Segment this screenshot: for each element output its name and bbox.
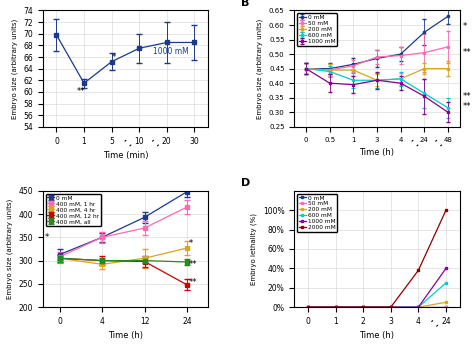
2000 mM <box>305 305 311 309</box>
2000 mM <box>443 208 449 212</box>
1000 mM <box>416 305 421 309</box>
0 mM <box>443 305 449 309</box>
0 mM <box>388 305 393 309</box>
Text: 1000 mM: 1000 mM <box>153 47 189 56</box>
600 mM <box>388 305 393 309</box>
50 mM <box>443 305 449 309</box>
600 mM <box>305 305 311 309</box>
50 mM <box>360 305 366 309</box>
200 mM <box>333 305 338 309</box>
Text: *: * <box>112 53 116 62</box>
Line: 0 mM: 0 mM <box>307 306 447 309</box>
1000 mM <box>388 305 393 309</box>
0 mM <box>333 305 338 309</box>
200 mM <box>388 305 393 309</box>
50 mM <box>388 305 393 309</box>
Y-axis label: Embryo size (arbitrary units): Embryo size (arbitrary units) <box>6 199 13 299</box>
50 mM <box>416 305 421 309</box>
2000 mM <box>333 305 338 309</box>
2000 mM <box>388 305 393 309</box>
200 mM <box>360 305 366 309</box>
Line: 200 mM: 200 mM <box>307 301 447 309</box>
50 mM <box>333 305 338 309</box>
X-axis label: Time (h): Time (h) <box>359 148 394 157</box>
Text: *: * <box>189 239 193 248</box>
1000 mM <box>333 305 338 309</box>
X-axis label: Time (min): Time (min) <box>103 151 148 160</box>
Legend: 0 mM, 50 mM, 200 mM, 600 mM, 1000 mM, 2000 mM: 0 mM, 50 mM, 200 mM, 600 mM, 1000 mM, 20… <box>297 194 337 232</box>
Line: 600 mM: 600 mM <box>307 282 447 309</box>
X-axis label: Time (h): Time (h) <box>359 332 394 340</box>
1000 mM <box>305 305 311 309</box>
600 mM <box>416 305 421 309</box>
0 mM <box>360 305 366 309</box>
Text: B: B <box>241 0 250 8</box>
Legend: 0 mM, 400 mM, 1 hr, 400 mM, 4 hr, 400 mM, 12 hr, 400 mM, all: 0 mM, 400 mM, 1 hr, 400 mM, 4 hr, 400 mM… <box>46 194 101 226</box>
200 mM <box>443 300 449 304</box>
600 mM <box>333 305 338 309</box>
Text: **: ** <box>463 102 472 111</box>
600 mM <box>443 281 449 285</box>
Y-axis label: Embryo lethality (%): Embryo lethality (%) <box>251 213 257 285</box>
Text: **: ** <box>189 260 198 269</box>
Legend: 0 mM, 50 mM, 200 mM, 600 mM, 1000 mM: 0 mM, 50 mM, 200 mM, 600 mM, 1000 mM <box>297 13 337 46</box>
Text: **: ** <box>463 92 472 101</box>
50 mM <box>305 305 311 309</box>
Line: 50 mM: 50 mM <box>307 306 447 309</box>
200 mM <box>416 305 421 309</box>
Y-axis label: Embryo size (arbitrary units): Embryo size (arbitrary units) <box>11 18 18 119</box>
600 mM <box>360 305 366 309</box>
Y-axis label: Embryo size (arbitrary units): Embryo size (arbitrary units) <box>257 18 263 119</box>
Text: **: ** <box>463 48 472 57</box>
Text: *: * <box>45 233 49 242</box>
1000 mM <box>360 305 366 309</box>
0 mM <box>305 305 311 309</box>
2000 mM <box>360 305 366 309</box>
0 mM <box>416 305 421 309</box>
1000 mM <box>443 266 449 270</box>
Line: 1000 mM: 1000 mM <box>307 267 447 309</box>
Text: **: ** <box>77 87 85 96</box>
X-axis label: Time (h): Time (h) <box>108 332 143 340</box>
Text: **: ** <box>189 278 198 287</box>
Line: 2000 mM: 2000 mM <box>307 209 447 309</box>
Text: *: * <box>463 22 467 31</box>
Text: D: D <box>241 178 251 188</box>
200 mM <box>305 305 311 309</box>
2000 mM <box>416 268 421 272</box>
